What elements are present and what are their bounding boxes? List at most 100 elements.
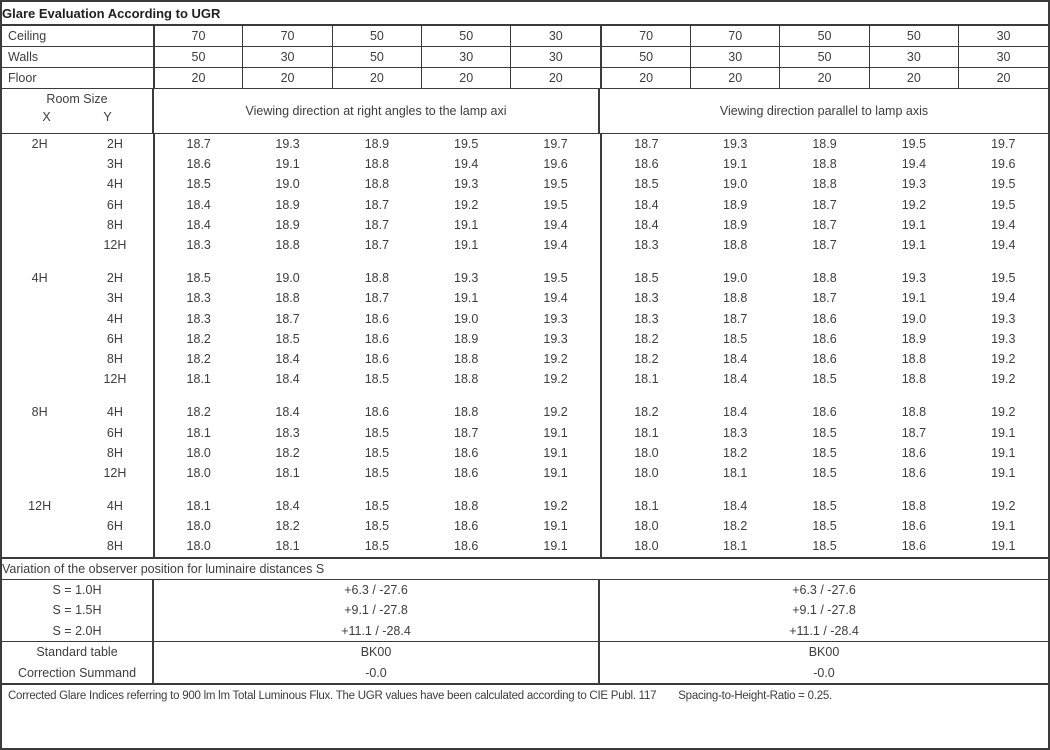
ugr-value-parallel: 18.7 bbox=[812, 238, 837, 253]
spacer-cell bbox=[601, 483, 690, 496]
ugr-value-parallel: 18.3 bbox=[634, 291, 659, 306]
walls-value: 30 bbox=[690, 46, 781, 68]
group-spacer-row bbox=[2, 389, 1048, 403]
ugr-value-parallel: 19.5 bbox=[901, 137, 927, 152]
table-row: 2H 2H 18.7 19.3 18.9 19.5 19.7 18.7 19.3 18.9 19.5… bbox=[2, 134, 1048, 155]
ugr-value-parallel: 18.5 bbox=[812, 499, 837, 514]
ugr-value-parallel: 18.6 bbox=[634, 157, 659, 172]
room-size-y: 3H bbox=[77, 154, 155, 175]
ugr-value-parallel: 18.6 bbox=[812, 405, 837, 420]
spacer-cell bbox=[869, 483, 958, 496]
table-row: 8H 18.0 18.1 18.5 18.6 19.1 18.0 18.1 18.5 18.6 19… bbox=[2, 536, 1048, 559]
viewing-direction-row: Room Size X Y Viewing direction at right… bbox=[2, 89, 1048, 134]
variation-heading: Variation of the observer position for l… bbox=[2, 558, 1048, 580]
correction-summand-row: Correction Summand -0.0 -0.0 bbox=[2, 662, 1048, 686]
ugr-value-parallel: 18.8 bbox=[901, 405, 927, 420]
ugr-value-parallel: 18.7 bbox=[812, 217, 837, 232]
spacer-cell bbox=[780, 483, 869, 496]
walls-value: 50 bbox=[332, 46, 423, 68]
footnote: Corrected Glare Indices referring to 900… bbox=[2, 685, 1048, 743]
standard-table-value-parallel: BK00 bbox=[808, 645, 840, 660]
ugr-value-parallel: 19.6 bbox=[991, 157, 1016, 172]
ugr-value-perpendicular: 18.3 bbox=[186, 238, 211, 253]
ceiling-value: 70 bbox=[601, 26, 692, 47]
ugr-value-perpendicular: 18.7 bbox=[275, 311, 300, 326]
room-size-y: 4H bbox=[77, 496, 155, 517]
ugr-value-perpendicular: 18.4 bbox=[186, 197, 211, 212]
ugr-value-parallel: 19.3 bbox=[991, 331, 1016, 346]
spacer-cell bbox=[959, 389, 1048, 402]
ugr-value-perpendicular: 18.2 bbox=[186, 331, 211, 346]
ugr-value-perpendicular: 18.5 bbox=[364, 519, 390, 534]
ugr-value-parallel: 18.1 bbox=[690, 536, 780, 559]
ugr-value-parallel: 18.2 bbox=[723, 519, 748, 534]
variation-value-parallel: +11.1 / -28.4 bbox=[599, 620, 1048, 643]
ugr-value-parallel: 18.8 bbox=[812, 271, 837, 286]
ugr-value-parallel: 19.2 bbox=[991, 405, 1016, 420]
ugr-value-perpendicular: 19.4 bbox=[510, 288, 603, 309]
ugr-value-perpendicular: 19.1 bbox=[510, 516, 603, 537]
ceiling-value: 50 bbox=[421, 26, 512, 47]
spacer-cell bbox=[780, 389, 869, 402]
ugr-value-parallel: 18.0 bbox=[601, 536, 691, 559]
room-size-x: 4H bbox=[31, 271, 48, 286]
ugr-value-perpendicular: 18.7 bbox=[364, 217, 390, 232]
room-size-x bbox=[2, 235, 77, 255]
ugr-value-perpendicular: 18.8 bbox=[364, 157, 390, 172]
ugr-value-parallel: 18.8 bbox=[812, 157, 837, 172]
ugr-value-parallel: 18.5 bbox=[779, 536, 870, 559]
ugr-value-parallel: 18.6 bbox=[901, 519, 927, 534]
ugr-value-parallel: 19.3 bbox=[991, 311, 1016, 326]
floor-label: Floor bbox=[2, 67, 155, 89]
ugr-value-perpendicular: 18.0 bbox=[186, 445, 211, 460]
ugr-value-perpendicular: 19.4 bbox=[510, 214, 603, 235]
ugr-value-perpendicular: 19.4 bbox=[454, 157, 479, 172]
walls-value: 30 bbox=[242, 46, 333, 68]
ugr-value-parallel: 19.5 bbox=[991, 271, 1016, 286]
room-size-y: 8H bbox=[77, 442, 155, 463]
ugr-value-perpendicular: 18.0 bbox=[186, 519, 211, 534]
room-size-y: 2H bbox=[77, 268, 155, 289]
ugr-value-perpendicular: 19.4 bbox=[510, 234, 603, 256]
room-size-x bbox=[2, 329, 77, 349]
ugr-value-parallel: 18.5 bbox=[723, 331, 748, 346]
ugr-value-parallel: 18.1 bbox=[634, 372, 659, 387]
ugr-value-perpendicular: 19.2 bbox=[510, 348, 603, 370]
spacer-cell bbox=[422, 389, 511, 402]
spacer-cell bbox=[332, 389, 421, 402]
ugr-value-parallel: 18.7 bbox=[634, 137, 659, 152]
spacer-cell bbox=[691, 483, 780, 496]
variation-label: S = 2.0H bbox=[2, 620, 154, 643]
walls-value: 50 bbox=[601, 46, 692, 68]
variation-label: S = 1.5H bbox=[2, 600, 154, 621]
ugr-value-parallel: 19.2 bbox=[991, 499, 1016, 514]
ugr-value-perpendicular: 18.8 bbox=[454, 499, 479, 514]
ceiling-value: 50 bbox=[332, 26, 423, 47]
ugr-value-perpendicular: 19.0 bbox=[275, 271, 300, 286]
ugr-value-parallel: 18.1 bbox=[634, 499, 659, 514]
table-row: 4H 2H 18.5 19.0 18.8 19.3 19.5 18.5 19.0 18.8 19.3… bbox=[2, 268, 1048, 289]
ugr-value-parallel: 19.4 bbox=[901, 157, 927, 172]
ugr-value-perpendicular: 18.8 bbox=[364, 271, 390, 286]
ugr-value-perpendicular: 19.7 bbox=[510, 134, 603, 155]
ugr-value-perpendicular: 18.8 bbox=[454, 351, 479, 366]
spacer-cell bbox=[243, 483, 332, 496]
ugr-value-parallel: 19.0 bbox=[723, 271, 748, 286]
variation-label: S = 1.0H bbox=[2, 579, 154, 601]
table-row: 6H 18.2 18.5 18.6 18.9 19.3 18.2 18.5 18.6 18.9 19… bbox=[2, 328, 1048, 349]
standard-table-value-perpendicular: BK00 bbox=[153, 641, 600, 663]
spacer-cell bbox=[691, 389, 780, 402]
variation-value-perpendicular: +11.1 / -28.4 bbox=[153, 620, 600, 643]
room-size-x bbox=[2, 288, 77, 308]
ugr-value-perpendicular: 18.9 bbox=[454, 331, 479, 346]
table-row: 4H 18.5 19.0 18.8 19.3 19.5 18.5 19.0 18.8 19.3 19… bbox=[2, 174, 1048, 195]
ugr-value-perpendicular: 18.4 bbox=[275, 372, 300, 387]
ugr-value-perpendicular: 18.3 bbox=[186, 291, 211, 306]
ugr-value-perpendicular: 18.8 bbox=[454, 405, 479, 420]
room-size-y: 4H bbox=[77, 402, 155, 423]
ugr-value-perpendicular: 18.2 bbox=[275, 445, 300, 460]
ugr-value-parallel: 19.4 bbox=[991, 291, 1016, 306]
ugr-value-perpendicular: 18.6 bbox=[421, 536, 511, 559]
spacer-cell bbox=[510, 483, 603, 496]
ugr-value-parallel: 19.0 bbox=[901, 311, 927, 326]
